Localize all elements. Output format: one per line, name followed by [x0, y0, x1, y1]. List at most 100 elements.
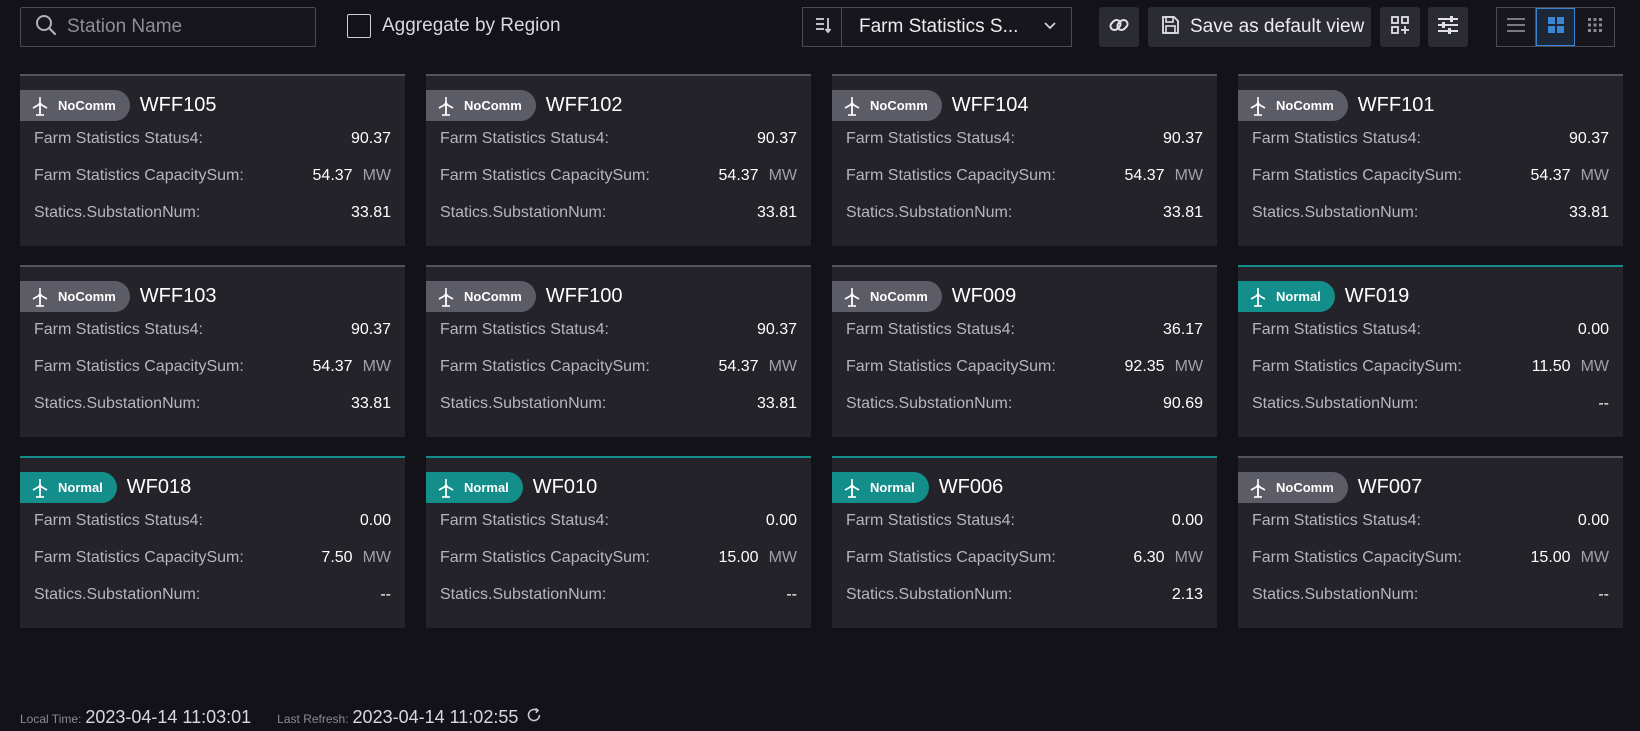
station-card[interactable]: NoComm WFF102 Farm Statistics Status4: 90.3…	[426, 74, 811, 246]
search-input[interactable]	[67, 16, 307, 38]
metric-label: Statics.SubstationNum:	[1252, 586, 1419, 603]
metric-label: Farm Statistics Status4:	[34, 321, 203, 338]
station-name[interactable]: WF007	[1357, 476, 1423, 498]
station-name[interactable]: WF018	[126, 476, 192, 498]
card-header: NoComm WFF104	[832, 90, 1028, 121]
station-card[interactable]: NoComm WFF100 Farm Statistics Status4: 90.3…	[426, 265, 811, 437]
metric-value-group: 36.17	[1163, 321, 1203, 339]
metric-value-group: 33.81	[757, 395, 797, 413]
metric-value-group: 15.00 MW	[1531, 549, 1609, 567]
station-name[interactable]: WFF105	[139, 94, 217, 116]
wind-turbine-icon	[436, 96, 456, 116]
card-header: Normal WF019	[1238, 281, 1409, 312]
station-name[interactable]: WFF101	[1357, 94, 1435, 116]
view-select[interactable]: Farm Statistics S...	[841, 7, 1072, 47]
metric-label: Farm Statistics CapacitySum:	[440, 358, 650, 375]
metric-row: Farm Statistics CapacitySum: 54.37 MW	[1252, 165, 1609, 187]
station-card[interactable]: NoComm WFF103 Farm Statistics Status4: 90.3…	[20, 265, 405, 437]
station-card[interactable]: NoComm WF009 Farm Statistics Status4: 36.17…	[832, 265, 1217, 437]
station-name[interactable]: WF010	[532, 476, 598, 498]
add-widget-button[interactable]	[1380, 7, 1420, 47]
aggregate-checkbox[interactable]	[347, 14, 371, 38]
metric-label: Farm Statistics Status4:	[846, 512, 1015, 529]
metric-value: --	[1598, 586, 1609, 603]
status-badge-label: Normal	[58, 480, 103, 495]
metric-value: 33.81	[756, 395, 797, 412]
status-badge-label: NoComm	[464, 289, 522, 304]
station-card[interactable]: Normal WF010 Farm Statistics Status4: 0.00 F…	[426, 456, 811, 628]
station-card[interactable]: Normal WF019 Farm Statistics Status4: 0.00 F…	[1238, 265, 1623, 437]
metric-label: Statics.SubstationNum:	[1252, 204, 1419, 221]
metric-label: Farm Statistics Status4:	[440, 130, 609, 147]
save-default-view-button[interactable]: Save as default view	[1148, 7, 1371, 47]
station-name[interactable]: WF019	[1344, 285, 1410, 307]
metric-label: Farm Statistics CapacitySum:	[846, 167, 1056, 184]
metric-value: 2.13	[1171, 586, 1203, 603]
card-view-button[interactable]	[1536, 8, 1575, 46]
status-badge-label: NoComm	[1276, 98, 1334, 113]
list-view-button[interactable]	[1497, 8, 1536, 46]
station-name[interactable]: WFF103	[139, 285, 217, 307]
toolbar: Aggregate by Region Farm Statistics S...…	[0, 0, 1640, 54]
metric-value-group: 90.37	[757, 321, 797, 339]
metric-row: Farm Statistics CapacitySum: 11.50 MW	[1252, 356, 1609, 378]
metric-row: Farm Statistics Status4: 0.00	[440, 510, 797, 532]
metric-value: 36.17	[1162, 321, 1203, 338]
station-card[interactable]: NoComm WF007 Farm Statistics Status4: 0.00 F…	[1238, 456, 1623, 628]
metric-label: Farm Statistics CapacitySum:	[1252, 549, 1462, 566]
card-header: Normal WF006	[832, 472, 1003, 503]
metric-value: --	[786, 586, 797, 603]
metric-row: Farm Statistics CapacitySum: 54.37 MW	[846, 165, 1203, 187]
status-badge: Normal	[426, 472, 523, 503]
station-name[interactable]: WFF102	[545, 94, 623, 116]
metric-unit: MW	[1174, 167, 1203, 184]
metric-value-group: 90.37	[1569, 130, 1609, 148]
metric-label: Statics.SubstationNum:	[440, 204, 607, 221]
wind-turbine-icon	[842, 96, 862, 116]
display-settings-button[interactable]	[1428, 7, 1468, 47]
metric-row: Statics.SubstationNum: --	[440, 584, 797, 606]
metric-row: Statics.SubstationNum: 33.81	[1252, 202, 1609, 224]
station-card[interactable]: NoComm WFF104 Farm Statistics Status4: 90.3…	[832, 74, 1217, 246]
metric-row: Statics.SubstationNum: --	[1252, 584, 1609, 606]
metric-row: Farm Statistics CapacitySum: 7.50 MW	[34, 547, 391, 569]
metric-value: 15.00	[718, 549, 759, 566]
station-name[interactable]: WFF100	[545, 285, 623, 307]
metric-label: Farm Statistics CapacitySum:	[34, 167, 244, 184]
metric-value-group: 54.37 MW	[313, 167, 391, 185]
list-view-icon	[1507, 17, 1525, 38]
metric-value: 90.37	[756, 321, 797, 338]
station-name[interactable]: WF006	[938, 476, 1004, 498]
metric-value-group: 0.00	[360, 512, 391, 530]
sort-button[interactable]	[802, 7, 842, 47]
station-name[interactable]: WF009	[951, 285, 1017, 307]
aggregate-toggle[interactable]: Aggregate by Region	[347, 14, 561, 38]
metric-label: Farm Statistics Status4:	[440, 321, 609, 338]
metric-value-group: 33.81	[351, 204, 391, 222]
card-header: Normal WF018	[20, 472, 191, 503]
metric-value: 90.37	[756, 130, 797, 147]
status-badge-label: NoComm	[1276, 480, 1334, 495]
metric-label: Statics.SubstationNum:	[34, 204, 201, 221]
local-time-label: Local Time:	[20, 712, 82, 726]
refresh-icon[interactable]	[526, 707, 542, 728]
metric-row: Statics.SubstationNum: 33.81	[440, 393, 797, 415]
status-badge: NoComm	[426, 281, 536, 312]
search-box[interactable]	[20, 7, 316, 47]
station-name[interactable]: WFF104	[951, 94, 1029, 116]
station-card[interactable]: Normal WF006 Farm Statistics Status4: 0.00 F…	[832, 456, 1217, 628]
station-card[interactable]: NoComm WFF105 Farm Statistics Status4: 90.3…	[20, 74, 405, 246]
station-card[interactable]: Normal WF018 Farm Statistics Status4: 0.00 F…	[20, 456, 405, 628]
metric-value-group: 54.37 MW	[1125, 167, 1203, 185]
wind-turbine-icon	[30, 287, 50, 307]
view-select-value: Farm Statistics S...	[859, 16, 1019, 37]
metric-value: 54.37	[718, 358, 759, 375]
metric-unit: MW	[362, 549, 391, 566]
metric-value: 54.37	[1124, 167, 1165, 184]
metric-value-group: 90.37	[351, 130, 391, 148]
dense-grid-view-button[interactable]	[1575, 8, 1614, 46]
station-card[interactable]: NoComm WFF101 Farm Statistics Status4: 90.3…	[1238, 74, 1623, 246]
copy-link-button[interactable]	[1099, 7, 1139, 47]
metric-value-group: 54.37 MW	[719, 358, 797, 376]
metric-row: Statics.SubstationNum: 33.81	[34, 393, 391, 415]
